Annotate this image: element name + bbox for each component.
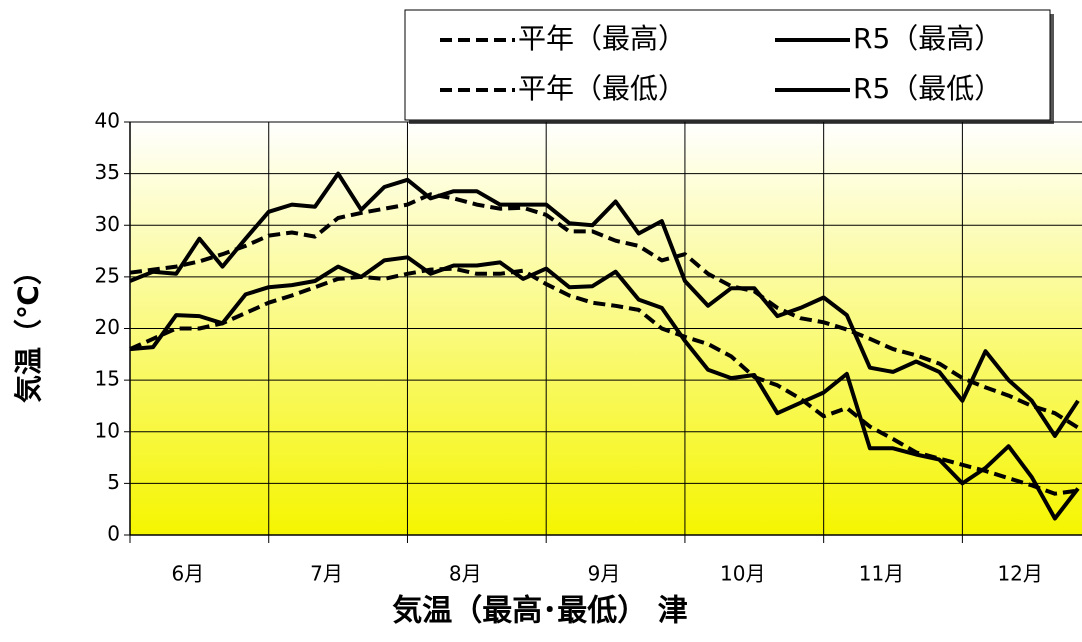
x-tick-label: 11月 (859, 562, 904, 586)
legend-label: 平年（最高） (518, 22, 686, 55)
y-tick-label: 40 (95, 109, 120, 133)
y-tick-label: 25 (95, 263, 120, 287)
y-tick-label: 10 (95, 418, 120, 442)
x-tick-label: 12月 (997, 562, 1042, 586)
y-tick-label: 35 (95, 160, 120, 184)
legend-label: R5（最低） (853, 72, 1002, 105)
y-tick-label: 0 (107, 522, 120, 546)
y-tick-label: 5 (107, 470, 120, 494)
series-line (129, 266, 1079, 496)
y-axis-label: 気温（℃） (12, 257, 45, 403)
x-tick-label: 9月 (588, 562, 621, 586)
series-line (129, 171, 1080, 438)
x-tick-label: 10月 (720, 562, 765, 586)
series-line (129, 192, 1080, 430)
series-line (129, 255, 1080, 521)
legend-label: R5（最高） (853, 22, 1002, 55)
y-tick-label: 30 (95, 212, 120, 236)
chart-title: 気温（最高･最低） 津 (392, 594, 687, 629)
x-tick-label: 8月 (449, 562, 482, 586)
x-tick-label: 6月 (171, 562, 204, 586)
y-tick-label: 15 (95, 367, 120, 391)
legend-label: 平年（最低） (518, 72, 686, 105)
legend-box (404, 9, 1051, 121)
y-tick-label: 20 (95, 315, 120, 339)
x-tick-label: 7月 (310, 562, 343, 586)
